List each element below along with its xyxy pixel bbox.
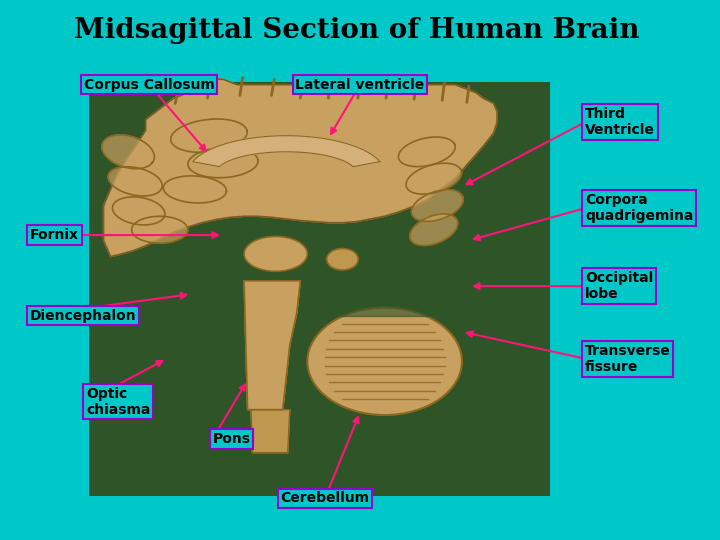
- Text: Diencephalon: Diencephalon: [30, 309, 136, 323]
- Text: Transverse
fissure: Transverse fissure: [585, 343, 670, 374]
- Ellipse shape: [244, 237, 307, 271]
- Polygon shape: [112, 197, 165, 225]
- Text: Third
Ventricle: Third Ventricle: [585, 107, 654, 137]
- Polygon shape: [104, 79, 497, 256]
- Text: Fornix: Fornix: [30, 228, 78, 242]
- Text: Pons: Pons: [212, 432, 251, 446]
- Polygon shape: [163, 176, 226, 203]
- Polygon shape: [102, 135, 154, 168]
- Text: Corpora
quadrigemina: Corpora quadrigemina: [585, 193, 693, 224]
- Text: Lateral ventricle: Lateral ventricle: [295, 78, 425, 92]
- FancyBboxPatch shape: [89, 82, 550, 496]
- Polygon shape: [132, 217, 188, 243]
- Polygon shape: [406, 163, 462, 194]
- Polygon shape: [251, 410, 289, 453]
- Polygon shape: [244, 281, 300, 410]
- Polygon shape: [188, 147, 258, 178]
- Ellipse shape: [307, 308, 462, 415]
- Polygon shape: [108, 167, 162, 196]
- Text: Corpus Callosum: Corpus Callosum: [84, 78, 215, 92]
- Text: Optic
chiasma: Optic chiasma: [86, 387, 150, 417]
- Polygon shape: [193, 136, 380, 167]
- Text: Occipital
lobe: Occipital lobe: [585, 271, 653, 301]
- Text: Cerebellum: Cerebellum: [280, 491, 369, 505]
- Polygon shape: [398, 137, 455, 167]
- Polygon shape: [411, 190, 463, 221]
- Polygon shape: [171, 119, 247, 152]
- Text: Midsagittal Section of Human Brain: Midsagittal Section of Human Brain: [73, 17, 639, 44]
- Polygon shape: [410, 214, 458, 246]
- Ellipse shape: [327, 248, 359, 270]
